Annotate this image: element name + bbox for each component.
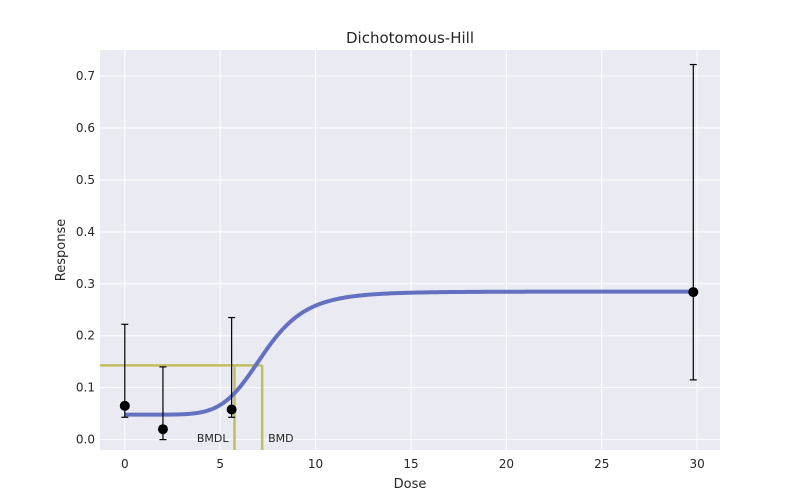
bmdl-label: BMDL: [197, 432, 230, 445]
data-point: [119, 400, 130, 411]
x-tick-label: 0: [121, 457, 129, 471]
y-tick-label: 0.7: [76, 69, 95, 83]
bmd-label: BMD: [268, 432, 294, 445]
x-tick-label: 25: [594, 457, 609, 471]
data-point: [157, 424, 168, 435]
grid-layer: [100, 50, 720, 450]
y-axis-label: Response: [54, 219, 69, 281]
x-tick-label: 5: [216, 457, 224, 471]
y-tick-label: 0.1: [76, 381, 95, 395]
y-tick-label: 0.6: [76, 121, 95, 135]
y-tick-label: 0.3: [76, 277, 95, 291]
tick-layer: 0 5 10 15 20 25 30 0.0 0.1 0.2 0.3 0.4 0.5 0.6 0.7: [76, 69, 705, 471]
x-tick-label: 30: [689, 457, 704, 471]
y-tick-label: 0.2: [76, 329, 95, 343]
chart-title: Dichotomous-Hill: [346, 29, 474, 47]
points-layer: [119, 63, 699, 441]
curve-layer: [124, 289, 694, 417]
x-tick-label: 15: [403, 457, 418, 471]
data-point: [688, 287, 699, 298]
plot-area: [100, 50, 720, 450]
model-curve-line: [124, 289, 694, 417]
y-tick-label: 0.0: [76, 433, 95, 447]
x-tick-label: 10: [308, 457, 323, 471]
x-tick-label: 20: [499, 457, 514, 471]
x-axis-label: Dose: [394, 477, 427, 492]
y-tick-label: 0.5: [76, 173, 95, 187]
y-tick-label: 0.4: [76, 225, 95, 239]
data-point: [226, 404, 237, 415]
